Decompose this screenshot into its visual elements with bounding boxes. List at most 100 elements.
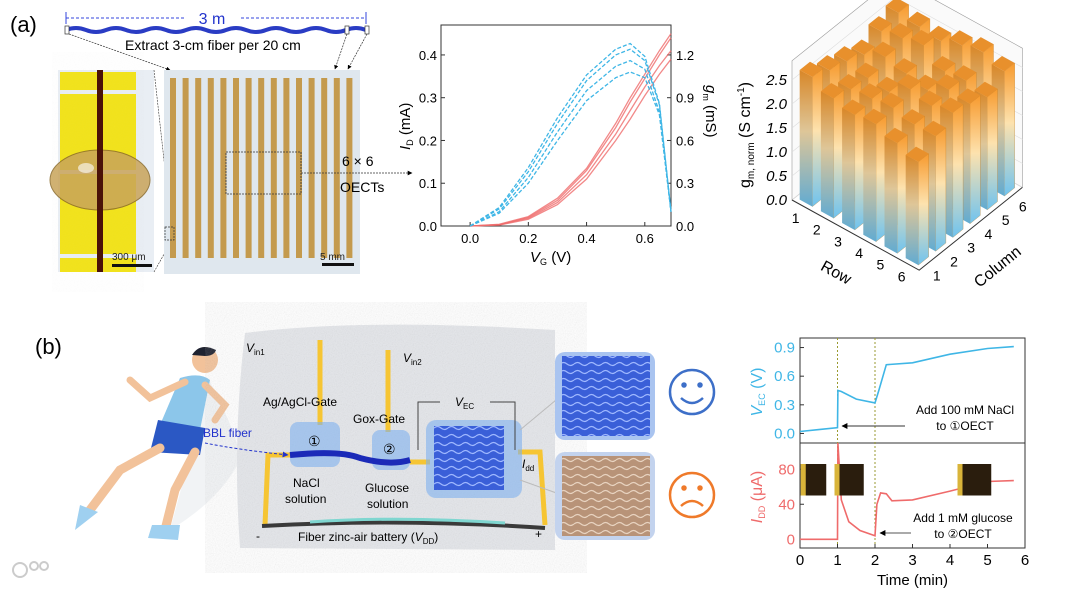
bar-top-face — [855, 62, 879, 78]
bar-top-face — [880, 92, 904, 108]
x-tick-label: 0 — [796, 552, 804, 569]
bar-top-face — [914, 74, 938, 90]
scale-bar-label: 5 mm — [320, 252, 345, 263]
sad-face-icon — [668, 471, 716, 519]
vec-label: VEC — [455, 395, 474, 411]
fiber-strip — [170, 78, 176, 258]
bar-top-face — [893, 58, 917, 74]
bar-3d — [820, 83, 845, 219]
vec-axis-label-main: V — [749, 404, 766, 416]
gm-curve — [469, 48, 672, 227]
fiber-strip — [270, 78, 277, 258]
bar-front-face — [918, 153, 929, 266]
vin2-label: Vin2 — [403, 351, 422, 367]
oect-1-marker: ① — [308, 433, 321, 449]
x-tick-label: 3 — [908, 552, 916, 569]
z-tick-label: 0.5 — [766, 168, 788, 185]
idd-axis-label-sub: DD — [757, 505, 767, 518]
vec-curve — [799, 345, 1014, 433]
fiber-strip — [233, 78, 239, 258]
x-tick-label: 4 — [946, 552, 954, 569]
y-axis-label-unit: (mA) — [397, 103, 414, 140]
bar-side-shade — [863, 117, 876, 242]
fiber — [65, 26, 367, 34]
transfer-curve-chart: 0.0 0.2 0.4 0.6 0.0 0.1 0.2 0.3 0.4 0.0 0.3 0.6 0.9 1… — [397, 24, 719, 267]
y-tick-label: 0.3 — [774, 397, 795, 414]
fiber-length-label: 3 m — [199, 11, 226, 28]
x-axis-label: Time (min) — [877, 572, 948, 589]
z-tick-label: 0.0 — [766, 192, 788, 209]
panel-b-label: (b) — [35, 334, 62, 359]
bar-side-shade — [820, 91, 834, 219]
annotation-glucose-2: to ②OECT — [934, 527, 992, 541]
bar-top-face — [859, 83, 883, 99]
panel-a: (a) 3 m Extract 3-cm fiber per 20 cm 300… — [10, 10, 413, 274]
gm-curve — [469, 71, 672, 227]
fiber-strip — [182, 78, 189, 258]
row-tick-label: 2 — [813, 222, 821, 238]
bar-top-face — [910, 29, 934, 46]
bar-top-face — [868, 16, 892, 32]
panel-a-label: (a) — [10, 12, 37, 37]
extract-label: Extract 3-cm fiber per 20 cm — [125, 37, 301, 53]
fiber-strip — [258, 78, 265, 258]
bar-top-face — [906, 11, 930, 27]
id-curve — [470, 50, 672, 227]
bar-front-face — [987, 88, 998, 211]
bar-side-shade — [884, 136, 898, 254]
scale-bar-label: 300 μm — [112, 252, 146, 263]
bar-top-face — [970, 37, 994, 53]
y-tick-label: 0.6 — [774, 368, 795, 385]
oect-array-photo — [164, 70, 360, 274]
x-axis-label-sub: G — [540, 257, 547, 267]
bar-3d — [799, 61, 823, 207]
bar-top-face — [953, 65, 977, 81]
z-axis-label-unit: (S cm — [737, 96, 754, 142]
idd-axis-label-unit: (μA) — [749, 471, 766, 506]
nacl-label: NaCl — [293, 476, 320, 490]
y-tick-label: 0.0 — [774, 425, 795, 442]
z-axis-label-sub: m, norm — [746, 142, 757, 179]
idd-axis-label-main: I — [749, 518, 766, 523]
id-curve — [470, 58, 672, 227]
vec-axis-label: VEC (V) — [749, 368, 767, 417]
gate1-label: Ag/AgCl-Gate — [263, 395, 337, 409]
fiber-strip — [296, 78, 302, 258]
bar-top-face — [834, 46, 858, 62]
annotation-nacl-1: Add 100 mM NaCl — [916, 403, 1014, 417]
bar-top-face — [901, 109, 925, 125]
x-tick-label: 5 — [983, 552, 991, 569]
scale-bar — [112, 264, 152, 267]
vec-axis-label-sub: EC — [757, 393, 767, 406]
nacl-solution-label: solution — [285, 492, 326, 506]
y-tick-label: 0 — [787, 531, 795, 548]
z-tick-label: 1.5 — [766, 120, 788, 137]
inset-gate-edge — [834, 464, 840, 496]
bar-top-face — [863, 108, 887, 125]
bar-top-face — [838, 74, 862, 90]
time-response-chart: 0 1 2 3 4 5 6 Time (min) 0.0 0.3 0.6 0.9 0 40 80 VEC (V… — [749, 337, 1029, 589]
x-tick-label: 0.6 — [636, 231, 654, 246]
bbl-fiber — [289, 450, 411, 466]
bar-side-face — [884, 136, 898, 254]
column-axis-label: Column — [971, 243, 1025, 291]
oect-2-marker: ② — [383, 441, 396, 457]
fiber-strip — [207, 78, 214, 258]
bar-side-face — [905, 154, 919, 266]
column-tick-label: 6 — [1019, 198, 1027, 214]
annotation-glucose-1: Add 1 mM glucose — [913, 511, 1013, 525]
fiber-strip — [333, 78, 340, 258]
gate2-label: Gox-Gate — [353, 412, 405, 426]
fiber-strip — [321, 78, 328, 258]
y-tick-label: 0.4 — [419, 48, 437, 63]
bar-side-face — [799, 70, 813, 207]
battery-label: Fiber zinc-air battery (VDD) — [298, 530, 438, 546]
bar-top-face — [885, 0, 909, 13]
x-tick-label: 2 — [871, 552, 879, 569]
z-axis-label: gm, norm (S cm-1) — [736, 82, 757, 188]
y-tick-label: 0.3 — [419, 91, 437, 106]
bar-top-face — [928, 25, 952, 41]
x-axis-label: VG (V) — [530, 249, 571, 267]
bar-side-shade — [799, 70, 813, 207]
inset-micrograph — [957, 464, 992, 496]
